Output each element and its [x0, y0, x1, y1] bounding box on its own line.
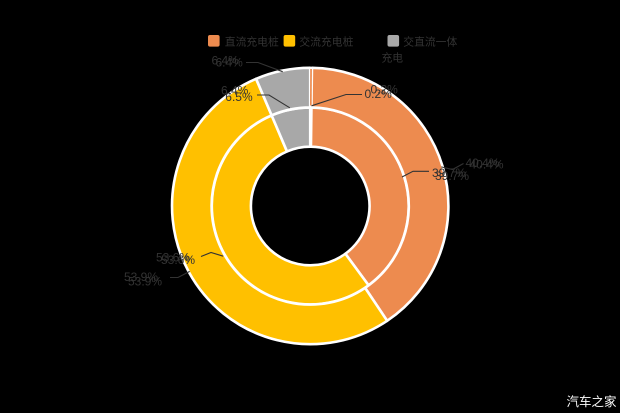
svg-text:39.7%: 39.7% — [432, 166, 466, 180]
svg-text:53.9%: 53.9% — [128, 275, 162, 289]
svg-text:6.5%: 6.5% — [225, 90, 253, 104]
svg-text:充电: 充电 — [382, 51, 404, 65]
svg-text:6.4%: 6.4% — [221, 84, 249, 98]
svg-text:6.4%: 6.4% — [216, 56, 244, 70]
svg-text:6.4%: 6.4% — [212, 54, 240, 68]
svg-text:汽车之家: 汽车之家 — [567, 394, 618, 409]
svg-text:39.7%: 39.7% — [435, 169, 469, 183]
svg-text:53.9%: 53.9% — [124, 270, 158, 284]
svg-text:40.4%: 40.4% — [466, 156, 500, 170]
svg-text:53.6%: 53.6% — [161, 253, 195, 267]
svg-text:53.6%: 53.6% — [156, 251, 190, 265]
svg-text:直流充电桩: 直流充电桩 — [225, 35, 279, 49]
svg-text:交直流一体: 交直流一体 — [403, 35, 457, 49]
svg-text:40.4%: 40.4% — [470, 158, 504, 172]
svg-text:交流充电桩: 交流充电桩 — [299, 35, 353, 49]
svg-text:0.2%: 0.2% — [371, 83, 399, 97]
svg-text:0.2%: 0.2% — [365, 87, 393, 101]
